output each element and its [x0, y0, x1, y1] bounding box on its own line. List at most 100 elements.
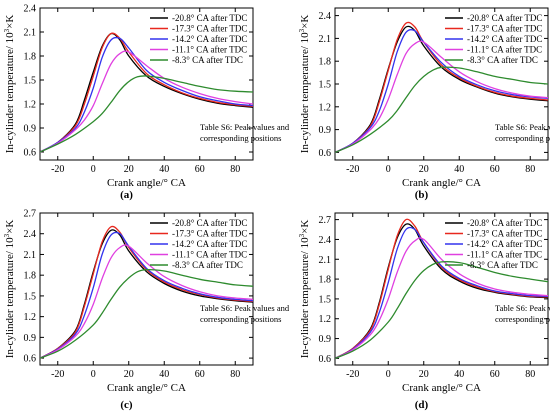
x-tick-label: 0 — [386, 164, 391, 175]
series-line-3 — [40, 36, 253, 153]
table-note: Table S6: Peak values and — [200, 303, 290, 313]
legend-label: -11.1° CA after TDC — [467, 45, 542, 55]
y-tick-label: 1.5 — [319, 80, 332, 91]
series-group — [40, 225, 253, 359]
y-tick-label: 0.9 — [319, 125, 332, 136]
x-tick-label: 0 — [386, 369, 391, 380]
y-tick-label: 1.5 — [319, 294, 332, 305]
series-line-5 — [335, 66, 548, 153]
x-tick-label: 80 — [230, 369, 240, 380]
y-tick-label: 1.8 — [24, 271, 37, 282]
legend-label: -20.8° CA after TDC — [467, 218, 542, 228]
series-line-5 — [335, 261, 548, 360]
legend-label: -20.8° CA after TDC — [467, 13, 542, 23]
panel-label: (a) — [120, 189, 133, 201]
y-tick-label: 1.8 — [319, 275, 332, 286]
x-tick-label: 20 — [124, 369, 134, 380]
table-note: corresponding positions — [200, 314, 281, 324]
table-note: Table S6: Peak values and — [495, 303, 550, 313]
legend-label: -11.1° CA after TDC — [172, 250, 247, 260]
y-axis-label: In-cylinder temperature/ 103×K — [298, 15, 311, 154]
series-line-5 — [40, 269, 253, 359]
y-tick-label: 2.4 — [319, 11, 332, 22]
legend-label: -11.1° CA after TDC — [172, 45, 247, 55]
series-line-2 — [40, 32, 253, 153]
chart-panel-c: -20 0 20 40 60 80 0.6 0.9 1.2 1.5 1.8 2.1 2.4 2.7 -20.… — [3, 209, 290, 412]
y-tick-label: 1.5 — [24, 76, 37, 87]
x-tick-label: 20 — [124, 164, 134, 175]
table-note: corresponding positions — [495, 133, 550, 143]
series-group — [335, 21, 548, 153]
y-tick-label: 2.1 — [319, 255, 332, 266]
y-tick-label: 1.2 — [319, 102, 332, 113]
y-tick-label: 1.8 — [24, 52, 37, 63]
x-tick-label: 20 — [419, 164, 429, 175]
legend-label: -20.8° CA after TDC — [172, 13, 247, 23]
series-group — [335, 218, 548, 360]
legend: -20.8° CA after TDC-17.3° CA after TDC-1… — [150, 218, 247, 270]
series-line-2 — [335, 21, 548, 153]
y-axis-label: In-cylinder temperature/ 103×K — [298, 220, 311, 359]
legend: -20.8° CA after TDC-17.3° CA after TDC -1… — [445, 13, 542, 65]
x-tick-label: 80 — [525, 369, 535, 380]
legend-label: -14.2° CA after TDC — [172, 34, 247, 44]
x-axis-label: Crank angle/° CA — [107, 382, 186, 394]
legend: -20.8° CA after TDC-17.3° CA after TDC-1… — [150, 13, 247, 65]
series-line-3 — [335, 226, 548, 359]
x-tick-label: 40 — [159, 164, 169, 175]
table-note: corresponding positions — [200, 133, 281, 143]
x-tick-label: -20 — [346, 369, 359, 380]
legend-label: -8.3° CA after TDC — [172, 260, 243, 270]
x-tick-label: 60 — [195, 369, 205, 380]
y-tick-label: 0.9 — [24, 124, 37, 135]
legend-label: -11.1° CA after TDC — [467, 250, 542, 260]
legend-label: -17.3° CA after TDC — [467, 24, 542, 34]
x-tick-label: 80 — [525, 164, 535, 175]
series-line-3 — [40, 231, 253, 359]
series-line-1 — [40, 32, 253, 153]
y-axis-label: In-cylinder temperature/ 103×K — [3, 220, 16, 359]
y-tick-label: 1.2 — [319, 314, 332, 325]
legend-label: -8.3° CA after TDC — [467, 55, 538, 65]
x-tick-label: 60 — [195, 164, 205, 175]
table-note: corresponding positions — [495, 314, 550, 324]
series-line-4 — [40, 50, 253, 153]
y-tick-label: 2.7 — [319, 215, 332, 226]
x-tick-label: -20 — [51, 369, 64, 380]
series-line-4 — [40, 244, 253, 359]
y-tick-label: 1.2 — [24, 100, 37, 111]
x-tick-label: 40 — [454, 164, 464, 175]
chart-panel-a: -20 0 20 40 60 80 0.6 0.9 1.2 1.5 1.8 2.1 2.4 -20.8° … — [3, 4, 290, 202]
table-note: Table S6: Peak values and — [200, 122, 290, 132]
x-tick-label: 0 — [91, 369, 96, 380]
y-axis-label: In-cylinder temperature/ 103×K — [3, 15, 16, 154]
y-tick-label: 0.9 — [319, 334, 332, 345]
legend-label: -8.3° CA after TDC — [467, 260, 538, 270]
chart-panel-d: -20 0 20 40 60 80 0.6 0.9 1.2 1.5 1.8 2.1 2.4 2.7 -20.… — [298, 212, 550, 411]
x-tick-label: 60 — [490, 164, 500, 175]
x-tick-label: -20 — [346, 164, 359, 175]
series-group — [40, 32, 253, 153]
x-tick-label: 40 — [159, 369, 169, 380]
y-tick-label: 0.6 — [319, 148, 332, 159]
y-tick-label: 1.5 — [24, 291, 37, 302]
legend-label: -14.2° CA after TDC — [172, 239, 247, 249]
y-tick-label: 1.2 — [24, 312, 37, 323]
y-tick-label: 2.1 — [319, 34, 332, 45]
y-tick-label: 0.9 — [24, 333, 37, 344]
y-tick-label: 0.6 — [24, 148, 37, 159]
legend-label: -20.8° CA after TDC — [172, 218, 247, 228]
legend-label: -8.3° CA after TDC — [172, 55, 243, 65]
plot-frame — [334, 212, 549, 366]
plot-frame — [39, 7, 254, 161]
panel-label: (c) — [120, 399, 133, 411]
y-tick-label: 2.4 — [24, 229, 37, 240]
x-tick-label: 60 — [490, 369, 500, 380]
panel-label: (d) — [415, 399, 429, 411]
series-line-4 — [335, 40, 548, 153]
y-tick-label: 0.6 — [319, 354, 332, 365]
legend-label: -14.2° CA after TDC — [467, 239, 542, 249]
legend-label: -17.3° CA after TDC — [172, 24, 247, 34]
y-tick-label: 2.4 — [319, 235, 332, 246]
y-tick-label: 2.7 — [24, 209, 37, 220]
